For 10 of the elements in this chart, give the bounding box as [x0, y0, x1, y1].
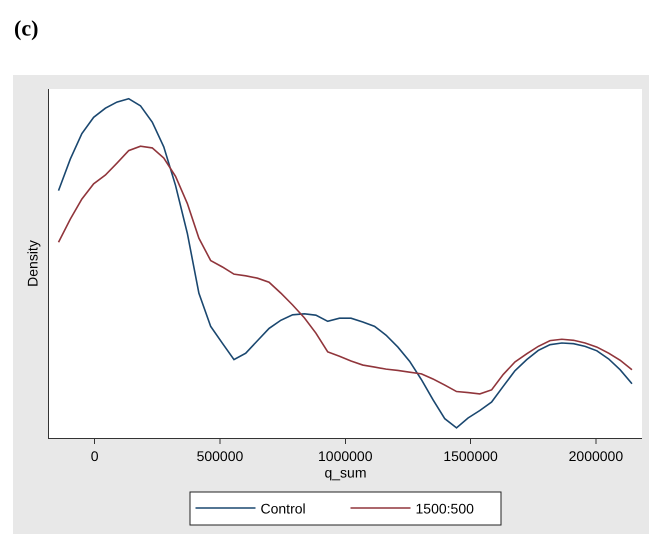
- x-tick-label: 0: [90, 448, 99, 464]
- legend-label: 1500:500: [416, 500, 474, 516]
- chart-title: (c): [14, 16, 38, 41]
- legend-label: Control: [260, 500, 306, 516]
- x-tick-label: 2000000: [568, 448, 624, 464]
- y-axis-title: Density: [24, 240, 40, 287]
- x-axis-title: q_sum: [324, 464, 367, 480]
- x-tick-label: 1000000: [318, 448, 373, 464]
- x-tick-label: 1500000: [443, 448, 498, 464]
- x-tick-label: 500000: [196, 448, 244, 464]
